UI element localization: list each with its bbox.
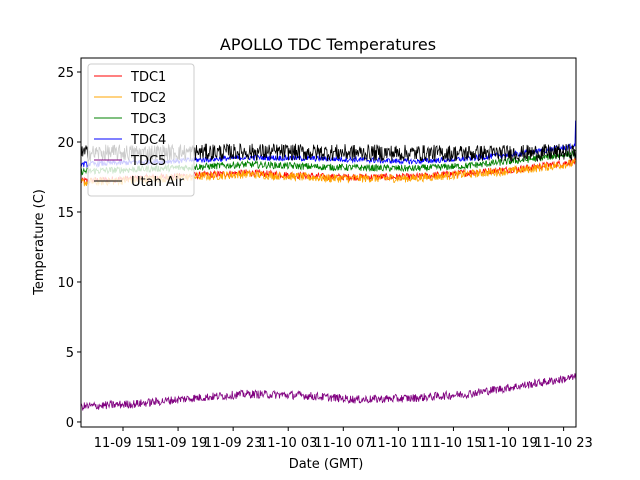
x-tick-label: 11-10 15 [424,436,482,451]
legend-label: TDC4 [130,133,166,148]
x-tick-label: 11-10 07 [314,436,372,451]
x-tick-label: 11-10 19 [479,436,537,451]
x-tick-label: 11-09 19 [149,436,207,451]
x-tick-label: 11-10 23 [534,436,592,451]
legend-label: TDC5 [130,154,166,169]
chart-title: APOLLO TDC Temperatures [220,35,436,54]
legend-label: TDC3 [130,112,166,127]
legend: TDC1 TDC2 TDC3 TDC4 TDC5 Utah Air [87,63,195,197]
series-line-tdc5 [80,373,577,411]
y-tick-label: 25 [57,66,74,81]
plot-frame [80,57,577,428]
legend-label: TDC2 [130,91,166,106]
legend-label: TDC1 [130,70,166,85]
x-tick-label: 11-09 23 [204,436,262,451]
legend-label: Utah Air [131,175,184,190]
x-tick-label: 11-10 11 [369,436,427,451]
y-axis: 0 5 10 15 20 25 [57,66,81,431]
y-tick-label: 5 [66,346,74,361]
y-tick-label: 20 [57,136,74,151]
x-tick-label: 11-10 03 [259,436,317,451]
y-tick-label: 15 [57,206,74,221]
y-tick-label: 10 [57,276,74,291]
x-axis-label: Date (GMT) [289,457,364,472]
x-tick-label: 11-09 15 [94,436,152,451]
y-tick-label: 0 [66,416,74,431]
y-axis-label: Temperature (C) [32,189,47,296]
